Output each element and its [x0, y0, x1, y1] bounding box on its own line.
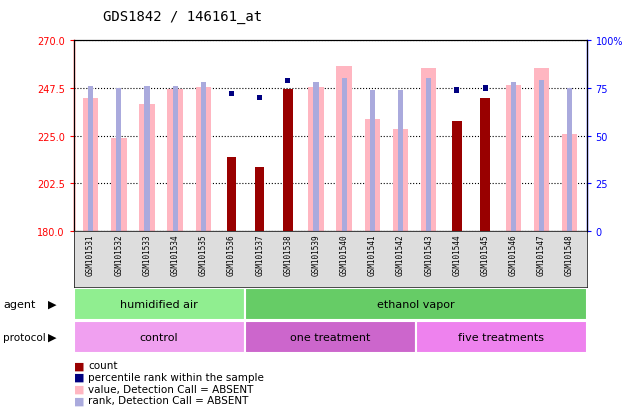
Text: GSM101545: GSM101545: [481, 234, 490, 275]
Bar: [313, 83, 319, 231]
Text: count: count: [88, 361, 118, 370]
Bar: [562, 134, 578, 231]
Bar: [116, 89, 121, 231]
Text: ▶: ▶: [48, 332, 56, 342]
Bar: [167, 90, 183, 231]
Bar: [229, 92, 234, 97]
Text: GSM101533: GSM101533: [142, 234, 151, 275]
Text: GSM101532: GSM101532: [114, 234, 123, 275]
Text: ethanol vapor: ethanol vapor: [377, 299, 454, 309]
Bar: [257, 96, 262, 101]
Text: humidified air: humidified air: [121, 299, 198, 309]
Text: GSM101540: GSM101540: [340, 234, 349, 275]
Text: GDS1842 / 146161_at: GDS1842 / 146161_at: [103, 10, 262, 24]
Text: GSM101537: GSM101537: [255, 234, 264, 275]
Text: ■: ■: [74, 372, 84, 382]
Text: five treatments: five treatments: [458, 332, 544, 342]
Bar: [539, 81, 544, 231]
Text: GSM101536: GSM101536: [227, 234, 236, 275]
Text: GSM101541: GSM101541: [368, 234, 377, 275]
Bar: [393, 130, 408, 231]
Text: rank, Detection Call = ABSENT: rank, Detection Call = ABSENT: [88, 395, 249, 405]
Text: GSM101543: GSM101543: [424, 234, 433, 275]
Bar: [201, 83, 206, 231]
Text: GSM101544: GSM101544: [453, 234, 462, 275]
Text: ■: ■: [74, 384, 84, 394]
Bar: [483, 86, 488, 91]
Bar: [453, 121, 462, 231]
Text: ▶: ▶: [48, 299, 56, 309]
Bar: [74, 321, 245, 353]
Text: GSM101535: GSM101535: [199, 234, 208, 275]
Bar: [255, 168, 264, 231]
Bar: [337, 66, 352, 231]
Text: GSM101546: GSM101546: [509, 234, 518, 275]
Bar: [227, 157, 236, 231]
Bar: [283, 90, 292, 231]
Bar: [144, 87, 149, 231]
Bar: [567, 89, 572, 231]
Bar: [454, 88, 460, 93]
Bar: [139, 104, 154, 231]
Bar: [426, 79, 431, 231]
Bar: [534, 69, 549, 231]
Bar: [365, 119, 380, 231]
Text: GSM101539: GSM101539: [312, 234, 320, 275]
Text: GSM101547: GSM101547: [537, 234, 546, 275]
Bar: [506, 85, 521, 231]
Bar: [342, 79, 347, 231]
Bar: [245, 321, 415, 353]
Bar: [196, 88, 211, 231]
Bar: [245, 288, 587, 320]
Text: GSM101538: GSM101538: [283, 234, 292, 275]
Text: GSM101548: GSM101548: [565, 234, 574, 275]
Bar: [415, 321, 587, 353]
Bar: [111, 138, 126, 231]
Text: agent: agent: [3, 299, 36, 309]
Text: GSM101542: GSM101542: [396, 234, 405, 275]
Text: control: control: [140, 332, 178, 342]
Text: ■: ■: [74, 395, 84, 405]
Text: GSM101531: GSM101531: [86, 234, 95, 275]
Bar: [172, 87, 178, 231]
Bar: [398, 91, 403, 231]
Text: protocol: protocol: [3, 332, 46, 342]
Text: one treatment: one treatment: [290, 332, 370, 342]
Text: GSM101534: GSM101534: [171, 234, 179, 275]
Bar: [74, 288, 245, 320]
Bar: [83, 98, 98, 231]
Bar: [370, 91, 375, 231]
Bar: [481, 98, 490, 231]
Text: ■: ■: [74, 361, 84, 370]
Text: value, Detection Call = ABSENT: value, Detection Call = ABSENT: [88, 384, 254, 394]
Bar: [285, 78, 290, 84]
Bar: [308, 88, 324, 231]
Bar: [511, 83, 516, 231]
Bar: [421, 69, 437, 231]
Bar: [88, 87, 93, 231]
Text: percentile rank within the sample: percentile rank within the sample: [88, 372, 264, 382]
